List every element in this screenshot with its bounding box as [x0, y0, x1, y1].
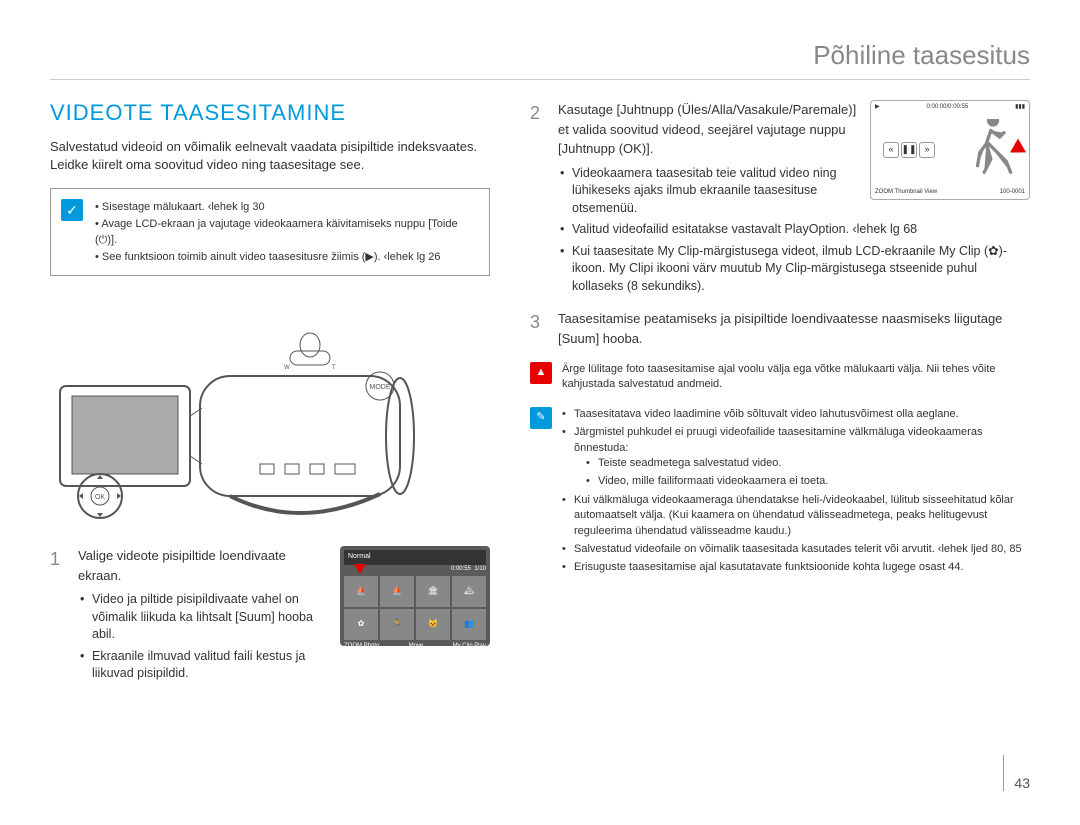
step-number: 3	[530, 309, 548, 348]
step-1: 1 Valige videote pisipiltide loendivaate…	[50, 546, 490, 687]
lcd-footer-mid: Move	[409, 642, 424, 651]
pause-icon: ❚❚	[901, 142, 917, 158]
lcd-thumbnail-screen: Normal 0:00:55 1/10 ⛵⛵🏛🏔 ✿🏃🐱👥 ZOOM Photo…	[340, 546, 490, 646]
info-item: Salvestatud videofaile on võimalik taase…	[562, 542, 1030, 557]
note1-item: Sisestage mälukaart. ‹lehek lg 30	[95, 199, 477, 216]
step2-text: Kasutage [Juhtnupp (Üles/Alla/Vasakule/P…	[558, 102, 856, 156]
page-number: 43	[1003, 755, 1030, 791]
camcorder-illustration: OK MODE	[50, 296, 440, 526]
step2-bullet: Videokaamera taasesitab teie valitud vid…	[558, 165, 1030, 218]
svg-text:MODE: MODE	[370, 384, 391, 391]
step1-bullet: Video ja piltide pisipildivaate vahel on…	[78, 591, 324, 644]
lcd-play-time: 0:00:00/0:00:55	[927, 103, 969, 112]
note-box-1: ✓ Sisestage mälukaart. ‹lehek lg 30 Avag…	[50, 188, 490, 276]
check-icon: ✓	[61, 199, 83, 221]
step-number: 1	[50, 546, 68, 687]
red-arrow-icon	[354, 564, 366, 574]
svg-text:W: W	[284, 365, 290, 371]
lcd-count: 1/10	[474, 566, 486, 572]
info-item: Järgmistel puhkudel ei pruugi videofaili…	[562, 425, 1030, 490]
forward-icon: »	[919, 142, 935, 158]
note1-item: See funktsioon toimib ainult video taase…	[95, 249, 477, 266]
page-section-header: Põhiline taasesitus	[50, 40, 1030, 80]
step-number: 2	[530, 100, 548, 299]
note1-item: Avage LCD-ekraan ja vajutage videokaamer…	[95, 216, 477, 249]
lcd-footer-right: My Clip Play	[453, 642, 486, 651]
info-icon: ✎	[530, 407, 552, 429]
svg-text:OK: OK	[95, 494, 105, 501]
step-2: 2 ▶ 0:00:00/0:00:55 ▮▮▮ « ❚❚ »	[530, 100, 1030, 299]
lcd-footer-left: ZOOM Photo	[344, 642, 379, 651]
info-box: ✎ Taasesitatava video laadimine võib sõl…	[530, 407, 1030, 579]
intro-text: Salvestatud videoid on võimalik eelneval…	[50, 138, 490, 174]
section-title: VIDEOTE TAASESITAMINE	[50, 100, 490, 126]
info-item-text: Järgmistel puhkudel ei pruugi videofaili…	[574, 426, 982, 453]
battery-icon: ▮▮▮	[1015, 103, 1025, 112]
step-3: 3 Taasesitamise peatamiseks ja pisipilti…	[530, 309, 1030, 348]
step1-text: Valige videote pisipiltide loendivaate e…	[78, 548, 286, 583]
play-icon: ▶	[875, 103, 880, 112]
info-item: Taasesitatava video laadimine võib sõltu…	[562, 407, 1030, 422]
info-sub-item: Teiste seadmetega salvestatud video.	[586, 456, 1030, 471]
svg-text:T: T	[332, 365, 336, 371]
warning-text: Ärge lülitage foto taasesitamise ajal vo…	[562, 362, 1030, 393]
lcd-header-left: Normal	[348, 553, 371, 560]
rewind-icon: «	[883, 142, 899, 158]
info-item: Kui välkmäluga videokaameraga ühendataks…	[562, 493, 1030, 539]
step1-bullet: Ekraanile ilmuvad valitud faili kestus j…	[78, 648, 324, 683]
step2-bullet: Valitud videofailid esitatakse vastavalt…	[558, 221, 1030, 239]
lcd-time: 0:00:55	[451, 566, 471, 572]
step2-bullet: Kui taasesitate My Clip-märgistusega vid…	[558, 243, 1030, 296]
info-sub-item: Video, mille failiformaati videokaamera …	[586, 474, 1030, 489]
info-item: Erisuguste taasesitamise ajal kasutatava…	[562, 560, 1030, 575]
step3-text: Taasesitamise peatamiseks ja pisipiltide…	[558, 311, 1002, 346]
warning-box: ▲ Ärge lülitage foto taasesitamise ajal …	[530, 362, 1030, 393]
warning-icon: ▲	[530, 362, 552, 384]
